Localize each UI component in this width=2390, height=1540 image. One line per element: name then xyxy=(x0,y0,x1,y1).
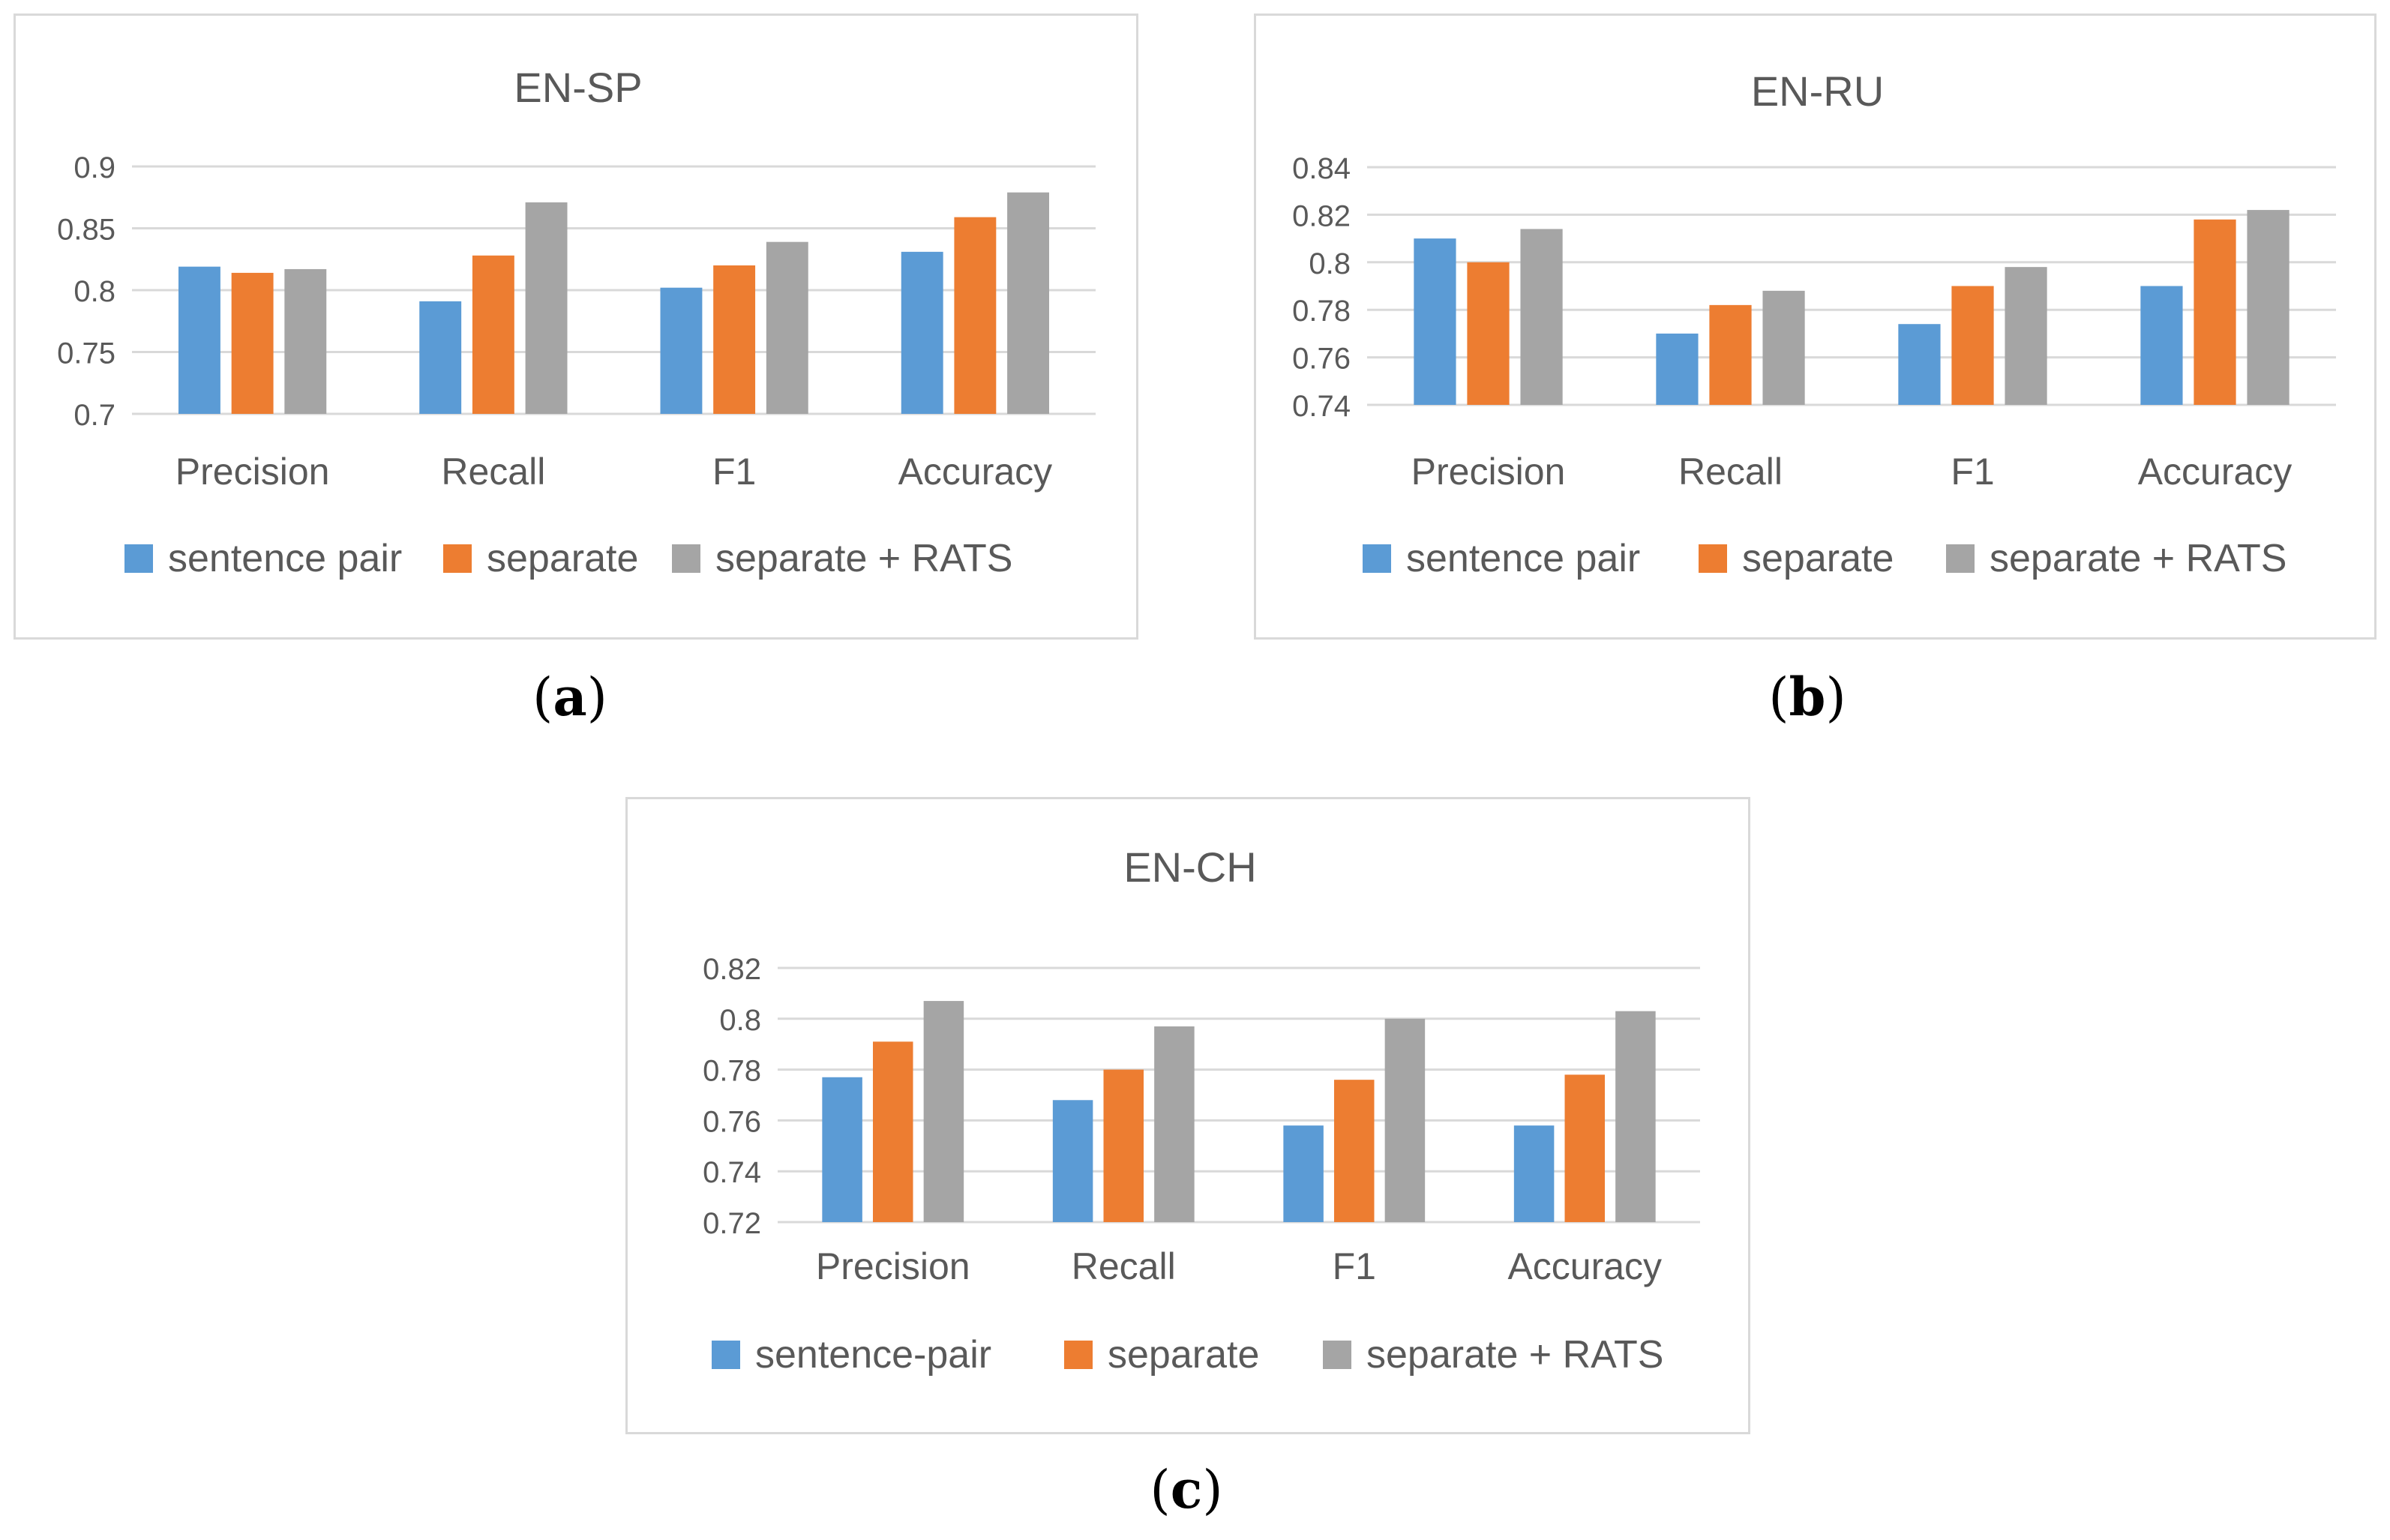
y-tick-label: 0.8 xyxy=(1309,247,1351,280)
bar xyxy=(2194,219,2236,405)
legend-label: sentence pair xyxy=(168,537,402,580)
x-category-label: Accuracy xyxy=(898,451,1053,493)
bar xyxy=(822,1077,862,1222)
x-category-label: Recall xyxy=(1072,1245,1176,1287)
x-category-label: Accuracy xyxy=(1507,1245,1662,1287)
bar xyxy=(1007,192,1049,414)
y-tick-label: 0.82 xyxy=(703,953,761,986)
x-category-label: F1 xyxy=(1951,451,1994,493)
y-tick-label: 0.74 xyxy=(1292,390,1351,423)
y-tick-label: 0.78 xyxy=(1292,295,1351,328)
legend-swatch xyxy=(712,1341,740,1369)
legend-label: separate + RATS xyxy=(1366,1333,1663,1377)
bar xyxy=(1615,1011,1656,1222)
bar xyxy=(1762,290,1805,405)
y-tick-label: 0.85 xyxy=(57,214,115,247)
x-category-label: F1 xyxy=(712,451,756,493)
bar xyxy=(1709,304,1752,405)
chart-panel-en-sp: EN-SP 0.7 0.75 0.8 0.85 0.9 Precision Recall F1 A… xyxy=(13,13,1138,640)
y-tick-label: 0.9 xyxy=(73,151,115,184)
y-tick-label: 0.82 xyxy=(1292,199,1351,232)
legend-swatch xyxy=(672,544,700,573)
chart-svg-en-sp: EN-SP 0.7 0.75 0.8 0.85 0.9 Precision Recall F1 A… xyxy=(57,64,1096,580)
y-tick-label: 0.75 xyxy=(57,337,115,370)
caption-label-b: b xyxy=(1789,666,1826,728)
bar xyxy=(1333,1080,1375,1222)
bar xyxy=(954,217,997,414)
y-tick-label: 0.8 xyxy=(719,1004,761,1037)
bar xyxy=(419,301,462,414)
bar xyxy=(1564,1074,1606,1222)
legend-label: sentence pair xyxy=(1406,537,1640,580)
bar xyxy=(1467,262,1510,405)
x-category-label: Precision xyxy=(1411,451,1566,493)
x-category-label: Accuracy xyxy=(2138,451,2293,493)
caption-a: (a) xyxy=(532,666,607,728)
caption-label-a: a xyxy=(553,666,587,728)
legend-swatch xyxy=(1323,1341,1351,1369)
legend-swatch xyxy=(1946,544,1975,573)
caption-label-c: c xyxy=(1170,1458,1203,1521)
bar xyxy=(1513,1125,1555,1222)
legend-label: separate xyxy=(487,537,638,580)
bar xyxy=(178,266,220,414)
bar xyxy=(923,1001,964,1222)
bar xyxy=(231,272,274,414)
bar xyxy=(472,255,514,414)
bar xyxy=(1384,1018,1426,1222)
chart-panel-en-ch: EN-CH 0.72 0.74 0.76 0.78 0.8 0.82 Precision Rec… xyxy=(625,797,1750,1434)
legend-label: separate xyxy=(1742,537,1894,580)
bar xyxy=(525,202,568,414)
legend-swatch xyxy=(1363,544,1391,573)
bar xyxy=(1898,324,1941,405)
legend-label: separate + RATS xyxy=(1990,537,2287,580)
y-tick-label: 0.74 xyxy=(703,1156,761,1189)
legend-label: sentence-pair xyxy=(755,1333,991,1377)
x-category-label: F1 xyxy=(1333,1245,1376,1287)
bar xyxy=(1283,1125,1324,1222)
legend-swatch xyxy=(1699,544,1727,573)
bar xyxy=(1656,333,1699,405)
bar xyxy=(2140,286,2183,405)
y-tick-label: 0.84 xyxy=(1292,152,1351,185)
bar xyxy=(901,251,943,414)
chart-svg-en-ch: EN-CH 0.72 0.74 0.76 0.78 0.8 0.82 Precision Rec… xyxy=(703,843,1700,1377)
x-category-label: Precision xyxy=(175,451,330,493)
bar xyxy=(2247,210,2290,405)
y-tick-label: 0.76 xyxy=(1292,343,1351,376)
legend-label: separate + RATS xyxy=(715,537,1012,580)
bar xyxy=(1154,1026,1195,1222)
chart-svg-en-ru: EN-RU 0.74 0.76 0.78 0.8 0.82 0.84 Precision Rec… xyxy=(1292,67,2336,580)
x-category-label: Precision xyxy=(816,1245,970,1287)
caption-c: (c) xyxy=(1150,1458,1223,1521)
legend-swatch xyxy=(1064,1341,1093,1369)
legend-swatch xyxy=(124,544,153,573)
chart-title: EN-SP xyxy=(514,64,642,111)
y-tick-label: 0.76 xyxy=(703,1105,761,1138)
bar xyxy=(660,287,703,414)
bar xyxy=(1951,286,1994,405)
x-category-label: Recall xyxy=(441,451,545,493)
y-tick-label: 0.7 xyxy=(73,399,115,432)
chart-title: EN-CH xyxy=(1123,843,1256,891)
y-tick-label: 0.72 xyxy=(703,1207,761,1240)
bar xyxy=(872,1041,913,1222)
legend-label: separate xyxy=(1108,1333,1259,1377)
bar xyxy=(284,268,327,414)
bar xyxy=(713,265,756,414)
y-tick-label: 0.78 xyxy=(703,1055,761,1088)
bar xyxy=(1103,1069,1144,1222)
legend-swatch xyxy=(443,544,472,573)
chart-title: EN-RU xyxy=(1751,67,1884,115)
chart-panel-en-ru: EN-RU 0.74 0.76 0.78 0.8 0.82 0.84 Precision Rec… xyxy=(1254,13,2377,640)
caption-b: (b) xyxy=(1768,666,1846,728)
y-tick-label: 0.8 xyxy=(73,275,115,308)
bar xyxy=(2005,267,2047,405)
x-category-label: Recall xyxy=(1678,451,1783,493)
bar xyxy=(1414,238,1456,405)
bar xyxy=(1052,1100,1093,1222)
bar xyxy=(766,241,808,414)
bar xyxy=(1520,229,1563,405)
